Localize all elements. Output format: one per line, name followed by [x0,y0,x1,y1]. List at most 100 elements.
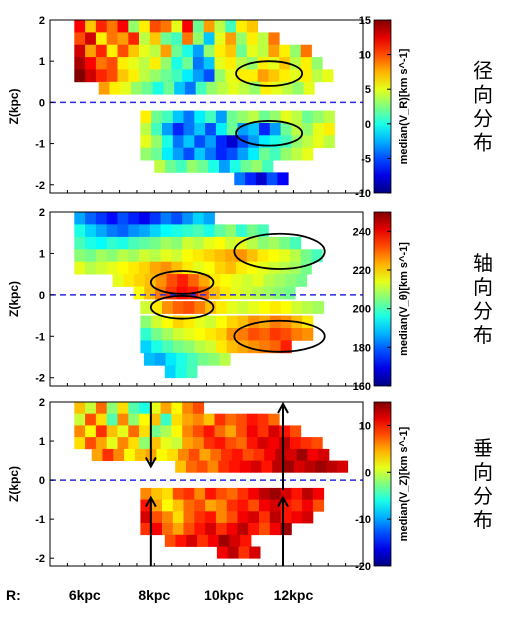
heatmap-cell [215,487,228,500]
heatmap-cell [151,135,163,149]
heatmap-cell [140,487,152,500]
heatmap-cell [226,328,238,341]
heatmap-cell [141,81,153,95]
heatmap-cell [139,32,151,46]
heatmap-cell [268,32,280,46]
heatmap-cell [203,69,215,83]
heatmap-cell [259,523,271,536]
heatmap-cell [221,448,233,461]
heatmap-cell [279,44,291,58]
heatmap-cell [236,425,248,438]
heatmap-cell [160,212,172,225]
heatmap-cell [186,534,198,547]
heatmap-cell [269,123,281,136]
heatmap-cell [182,44,194,58]
heatmap-cell [186,365,198,379]
heatmap-cell [123,274,135,287]
heatmap-cell [318,448,330,461]
heatmap-cell [205,328,217,341]
heatmap-cell [160,224,172,238]
heatmap-cell [279,236,291,250]
heatmap-cell [183,301,195,314]
heatmap-cell [172,340,184,354]
heatmap-cell [291,135,303,149]
heatmap-cell [183,511,195,524]
y-axis-label: Z(kpc) [7,281,21,317]
heatmap-cell [117,44,129,58]
heatmap-cell [237,123,249,136]
heatmap-cell [74,425,86,438]
heatmap-cell [215,301,228,314]
heatmap-cell [140,110,152,124]
heatmap-cell [85,413,97,426]
heatmap-cell [236,44,248,58]
heatmap-cell [280,511,292,524]
heatmap-cell [248,328,260,341]
heatmap-cell [214,57,226,70]
heatmap-cell [205,499,217,512]
heatmap-cell [74,261,86,275]
heatmap-cell [269,499,281,512]
heatmap-cell [171,413,183,426]
heatmap-cell [175,160,188,173]
heatmap-cell [149,32,161,46]
heatmap-cell [290,249,302,263]
heatmap-cell [259,147,271,161]
heatmap-cell [203,437,215,450]
colorbar-tick-label: 15 [359,15,371,27]
heatmap-cell [225,261,237,275]
heatmap-cell [164,365,176,379]
heatmap-cell [188,274,200,287]
heatmap-cell [237,499,249,512]
heatmap-cell [231,274,243,287]
heatmap-cell [151,301,163,314]
heatmap-cell [290,425,302,438]
heatmap-cell [95,437,108,450]
heatmap-cell [162,147,174,161]
heatmap-cell [194,499,206,512]
heatmap-cell [155,274,167,287]
heatmap-cell [95,425,108,438]
y-tick-label: 1 [39,436,45,448]
heatmap-cell [106,249,118,263]
heatmap-cell [128,261,140,275]
heatmap-cell [273,286,285,300]
heatmap-cell [312,301,325,314]
heatmap-cell [280,523,292,536]
heatmap-cell [302,301,314,314]
heatmap-cells [74,402,349,559]
heatmap-cell [279,437,291,450]
heatmap-cell [246,69,258,83]
colorbar [373,211,392,387]
heatmap-cell [219,352,231,366]
heatmap-cell [240,160,252,173]
heatmap-cell [323,135,335,149]
heatmap-cell [290,236,302,250]
heatmap-cell [117,236,129,250]
heatmap-cell [240,534,252,547]
heatmap-cell [171,402,183,415]
heatmap-cell [259,499,271,512]
heatmap-cell [290,69,302,83]
x-axis-label: 10kpc [204,587,244,603]
heatmap-cell [257,44,269,58]
heatmap-cell [205,301,217,314]
heatmap-cell [311,57,323,70]
heatmap-cell [237,315,249,329]
heatmap-cell [106,224,118,238]
heatmap-cell [152,81,164,95]
heatmap-cell [128,69,140,83]
heatmap-cell [279,249,291,263]
heatmap-cell [134,274,146,287]
heatmap-cell [237,147,249,161]
heatmap-cell [268,425,280,438]
heatmap-cell [291,511,303,524]
heatmap-cell [74,437,86,450]
heatmap-cell [229,534,241,547]
heatmap-cell [292,81,304,95]
colorbar-label: median(V_R)[km s^-1] [398,48,410,164]
colorbar-tick-label: 240 [353,226,371,238]
heatmap-cell [225,413,237,426]
heatmap-cell [162,135,174,149]
heatmap-cell [192,402,205,415]
